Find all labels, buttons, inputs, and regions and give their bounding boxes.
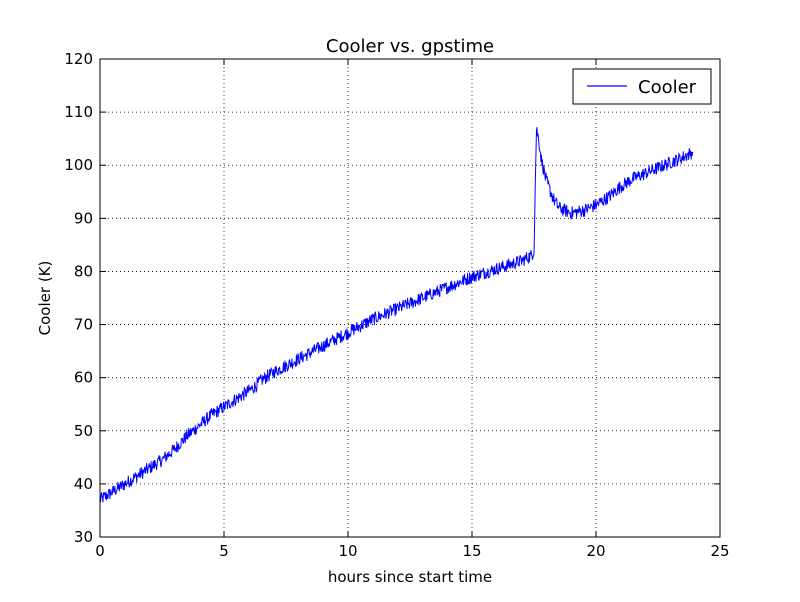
y-tick-label: 120 (64, 50, 93, 68)
legend-label-cooler: Cooler (638, 77, 697, 98)
y-tick-label: 50 (74, 422, 93, 440)
x-tick-label: 5 (219, 542, 229, 560)
x-tick-label: 20 (586, 542, 605, 560)
x-axis-label: hours since start time (328, 568, 492, 586)
y-tick-label: 90 (74, 209, 93, 227)
plot-frame (99, 58, 721, 538)
y-tick-label: 100 (64, 156, 93, 174)
y-tick-label: 30 (74, 528, 93, 546)
plot-data (100, 127, 694, 503)
grid (100, 59, 720, 537)
y-tick-label: 70 (74, 316, 93, 334)
y-tick-label: 60 (74, 369, 93, 387)
y-axis-label: Cooler (K) (36, 261, 54, 336)
series-line-cooler (100, 127, 694, 503)
legend: Cooler (572, 68, 712, 105)
y-tick-label: 40 (74, 475, 93, 493)
chart-title: Cooler vs. gpstime (326, 36, 494, 57)
x-tick-label: 15 (462, 542, 481, 560)
ticks: 0 5 10 15 20 25 30 40 50 60 70 80 90 100 110 120 (64, 50, 729, 560)
x-tick-label: 25 (710, 542, 729, 560)
y-tick-label: 80 (74, 262, 93, 280)
x-tick-label: 10 (338, 542, 357, 560)
y-tick-label: 110 (64, 103, 93, 121)
x-tick-label: 0 (95, 542, 105, 560)
